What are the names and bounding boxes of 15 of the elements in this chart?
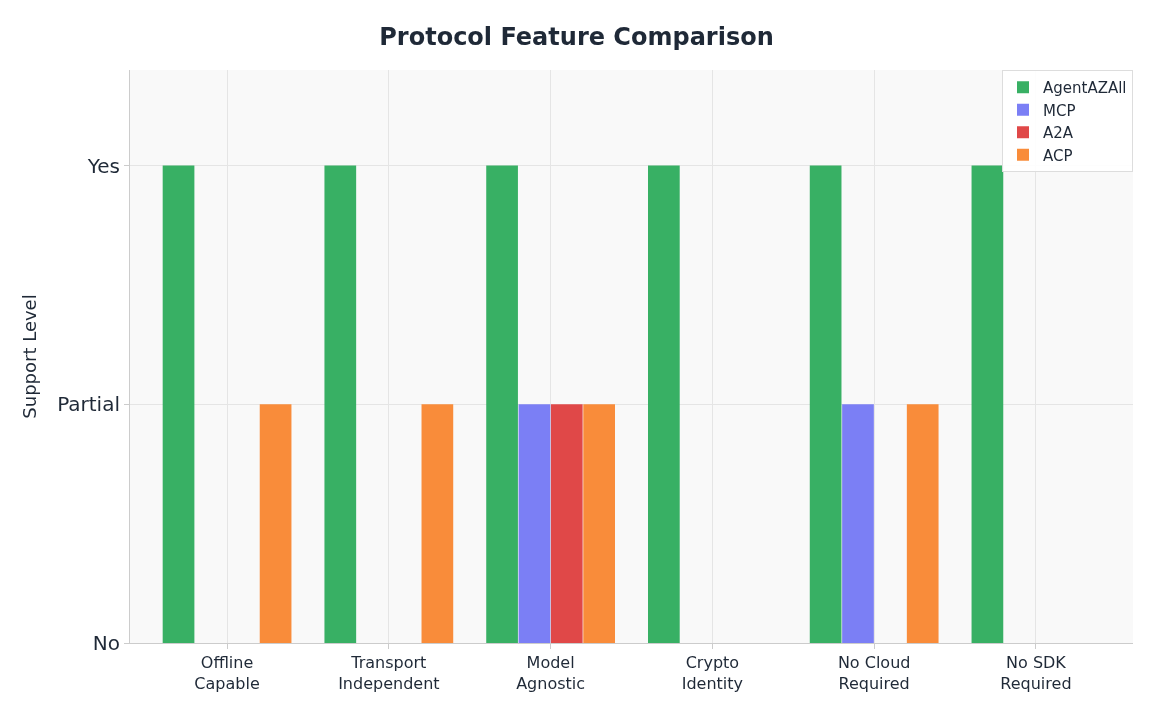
x-tick-label: Transport Independent: [338, 653, 440, 693]
y-axis-title: Support Level: [19, 294, 41, 419]
legend-label: A2A: [1043, 124, 1074, 143]
legend-label: ACP: [1043, 146, 1073, 165]
text: Partial: [57, 392, 120, 417]
legend-label: AgentAZAll: [1043, 79, 1127, 98]
legend-label: MCP: [1043, 101, 1076, 120]
x-tick-label: No Cloud Required: [837, 653, 911, 693]
x-tick-label: Model Agnostic: [516, 653, 586, 693]
x-tick-label: No SDK Required: [1000, 653, 1072, 693]
text: Yes: [86, 153, 120, 178]
x-tick-label: Crypto Identity: [681, 653, 744, 693]
x-tick-label: Offline Capable: [194, 653, 260, 693]
text: No: [92, 631, 120, 655]
chart-title: Protocol Feature Comparison: [379, 23, 774, 52]
